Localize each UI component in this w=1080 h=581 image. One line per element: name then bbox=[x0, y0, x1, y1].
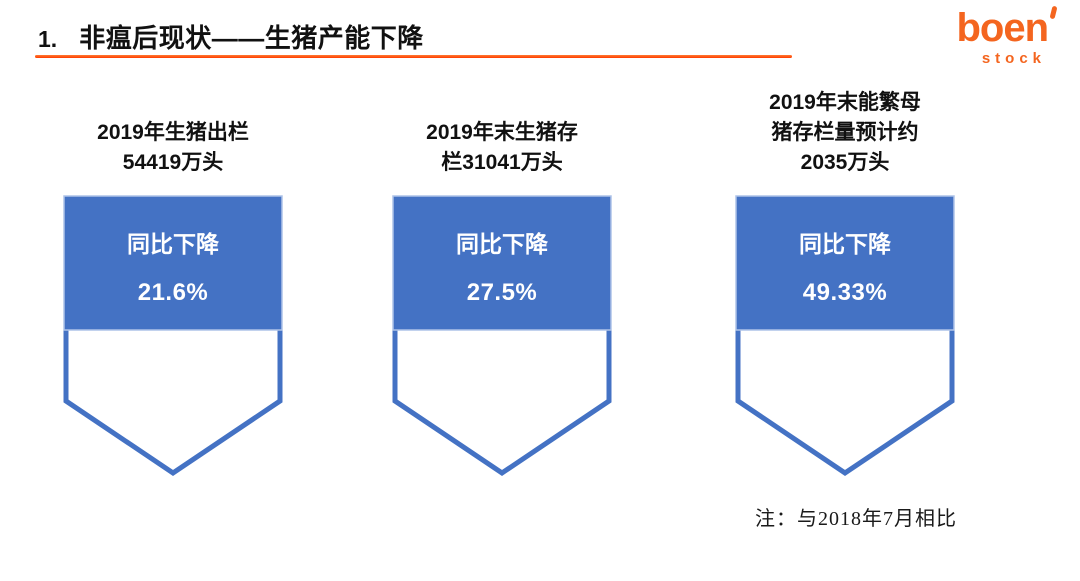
pennant-svg bbox=[63, 195, 283, 477]
column-header-line: 54419万头 bbox=[122, 151, 224, 174]
pennant-svg bbox=[392, 195, 612, 477]
column-header-line: 2019年末生猪存 bbox=[426, 121, 578, 144]
change-label: 同比下降 bbox=[127, 231, 219, 257]
column-header: 2019年末生猪存 栏31041万头 bbox=[352, 85, 652, 178]
change-label: 同比下降 bbox=[799, 231, 891, 257]
footnote: 注：与2018年7月相比 bbox=[755, 508, 957, 530]
boen-logo-tagline: stock bbox=[981, 50, 1046, 67]
column-header: 2019年生猪出栏 54419万头 bbox=[23, 85, 323, 178]
stat-column-slaughter: 2019年生猪出栏 54419万头 同比下降 21.6% bbox=[63, 85, 283, 477]
change-label: 同比下降 bbox=[456, 231, 548, 257]
change-value: 21.6% bbox=[137, 279, 209, 306]
pennant-shape: 同比下降 27.5% bbox=[392, 195, 612, 477]
column-header-line: 猪存栏量预计约 bbox=[771, 121, 919, 144]
title-underline bbox=[35, 55, 792, 58]
column-header-line: 栏31041万头 bbox=[441, 151, 563, 174]
slide-title-number: 1. bbox=[38, 26, 58, 52]
column-header-line: 2019年末能繁母 bbox=[769, 91, 921, 114]
change-value: 49.33% bbox=[802, 279, 888, 306]
pennant-svg bbox=[735, 195, 955, 477]
pennant-shape: 同比下降 21.6% bbox=[63, 195, 283, 477]
boen-logo: boen stock bbox=[956, 5, 1058, 67]
change-value: 27.5% bbox=[466, 279, 538, 306]
logo-tick-mark bbox=[1049, 5, 1058, 20]
pennant-shape: 同比下降 49.33% bbox=[735, 195, 955, 477]
column-header-line: 2019年生猪出栏 bbox=[97, 121, 249, 144]
boen-logo-text: boen bbox=[956, 5, 1058, 48]
stat-column-breeding-sows: 2019年末能繁母 猪存栏量预计约 2035万头 同比下降 49.33% bbox=[735, 85, 955, 477]
slide-title-row: 1. 非瘟后现状——生猪产能下降 bbox=[38, 18, 424, 55]
column-header-line: 2035万头 bbox=[800, 151, 890, 174]
stat-column-inventory: 2019年末生猪存 栏31041万头 同比下降 27.5% bbox=[392, 85, 612, 477]
column-header: 2019年末能繁母 猪存栏量预计约 2035万头 bbox=[695, 85, 995, 178]
slide-title: 非瘟后现状——生猪产能下降 bbox=[79, 23, 424, 53]
